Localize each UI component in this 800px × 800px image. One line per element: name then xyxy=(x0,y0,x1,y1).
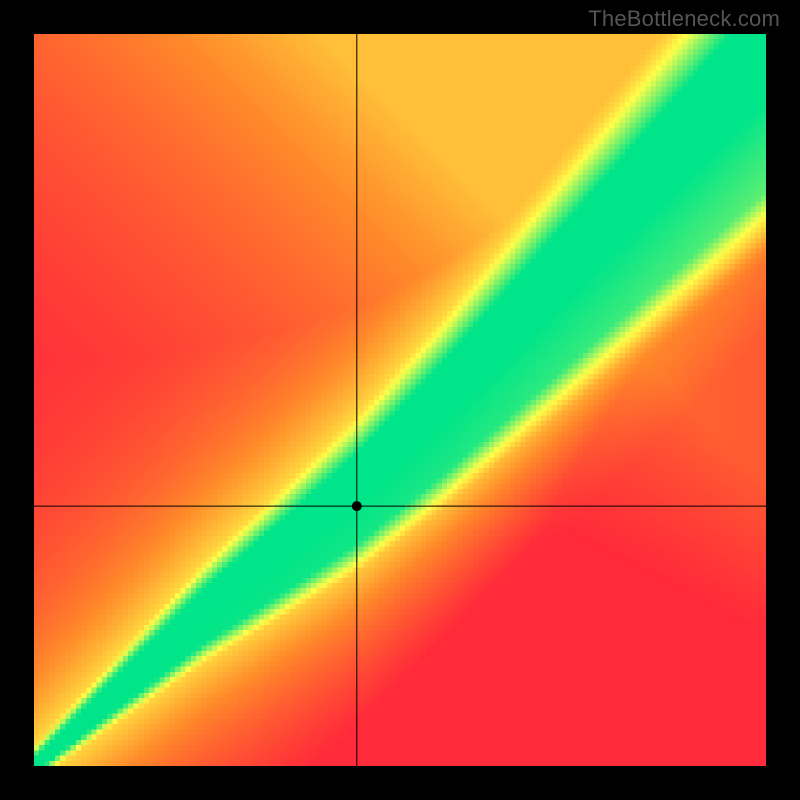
heatmap-canvas xyxy=(34,34,766,766)
watermark-text: TheBottleneck.com xyxy=(588,6,780,32)
plot-area xyxy=(34,34,766,766)
chart-container: TheBottleneck.com xyxy=(0,0,800,800)
